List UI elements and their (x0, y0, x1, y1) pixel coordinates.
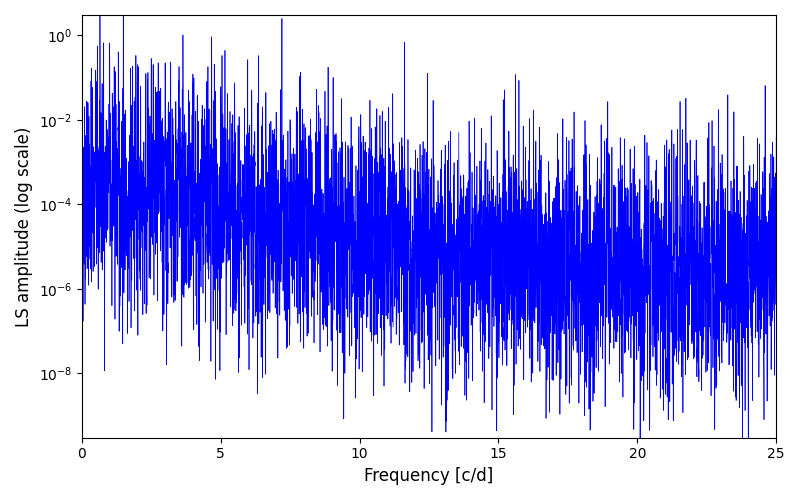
Y-axis label: LS amplitude (log scale): LS amplitude (log scale) (15, 126, 33, 326)
X-axis label: Frequency [c/d]: Frequency [c/d] (364, 467, 494, 485)
